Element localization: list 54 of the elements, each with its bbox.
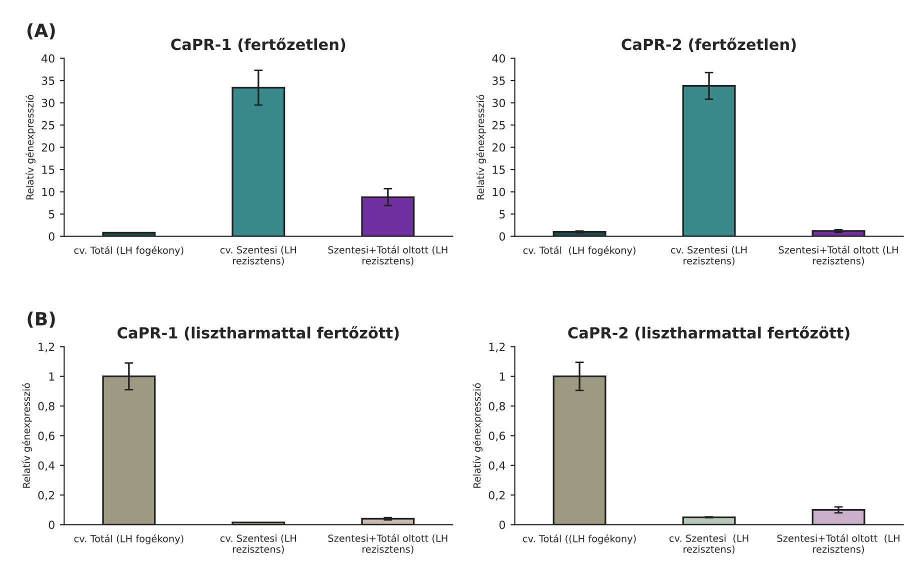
y-tick-label: 25: [42, 121, 54, 130]
y-tick-label: 30: [492, 98, 506, 108]
y-tick-label: 35: [492, 76, 505, 85]
y-tick-label: 1: [49, 372, 54, 381]
x-tick-label: cv. Szentesi (LH rezisztens): [669, 534, 748, 554]
y-tick-label: 0,4: [488, 461, 506, 471]
chart-title: CaPR-1 (lisztharmattal fertőzött): [118, 326, 399, 340]
x-tick-label: Szentesi+Totál oltott (LH rezisztens): [778, 246, 898, 266]
text: (B): [28, 312, 55, 328]
y-tick-label: 25: [492, 121, 505, 130]
y-tick-label: 15: [42, 166, 54, 174]
y-tick-label: 30: [42, 98, 54, 108]
chart-title: CaPR-2 (lisztharmattal fertőzött): [568, 326, 850, 340]
y-axis-title: Relatív génexpresszió: [476, 94, 486, 200]
x-tick-label: Szentesi+Totál oltott (LH rezisztens): [777, 534, 900, 554]
y-tick-label: 5: [500, 210, 505, 218]
y-tick-label: 0,2: [488, 491, 505, 501]
y-tick-label: 0,2: [38, 491, 54, 501]
y-tick-label: 0: [499, 520, 506, 530]
y-tick-label: 20: [42, 143, 54, 152]
y-tick-label: 40: [492, 54, 506, 63]
y-tick-label: 0,6: [38, 432, 54, 442]
y-axis-title: Relatív génexpresszió: [26, 94, 36, 200]
y-tick-label: 40: [42, 54, 54, 63]
y-tick-label: 1,2: [489, 342, 505, 352]
y-tick-label: 0,4: [38, 461, 55, 471]
y-tick-label: 0,6: [488, 432, 506, 442]
y-tick-label: 1,2: [38, 342, 54, 352]
chart-title: CaPR-1 (fertőzetlen): [171, 38, 346, 52]
y-axis-title: Relatív génexpresszió: [472, 383, 483, 488]
x-tick-label: cv. Szentesi (LH rezisztens): [671, 246, 747, 266]
y-tick-label: 10: [42, 188, 54, 196]
y-tick-label: 20: [492, 143, 506, 152]
x-tick-label: cv. Totál (LH fogékony): [74, 246, 184, 256]
x-tick-label: cv. Totál (LH fogékony): [523, 246, 636, 256]
x-tick-label: Szentesi+Totál oltott (LH rezisztens): [328, 534, 448, 554]
y-axis-title: Relatív génexpresszió: [22, 383, 32, 488]
y-tick-label: 10: [492, 188, 506, 196]
y-tick-label: 0,8: [488, 402, 506, 412]
y-tick-label: 0: [48, 232, 54, 241]
y-tick-label: 0: [499, 232, 506, 241]
x-tick-label: cv. Totál (LH fogékony): [74, 534, 184, 544]
y-tick-label: 15: [492, 166, 505, 174]
x-tick-label: cv. Szentesi (LH rezisztens): [220, 534, 296, 554]
text: (A): [27, 23, 55, 40]
y-tick-label: 0,8: [38, 402, 54, 412]
y-tick-label: 35: [42, 76, 54, 85]
chart-title: CaPR-2 (fertőzetlen): [622, 38, 796, 52]
y-tick-label: 0: [48, 520, 54, 530]
x-tick-label: Szentesi+Totál oltott (LH rezisztens): [328, 246, 448, 266]
y-tick-label: 5: [48, 210, 54, 218]
x-tick-label: cv. Totál ((LH fogékony): [522, 534, 636, 544]
x-tick-label: cv. Szentesi (LH rezisztens): [220, 246, 296, 266]
y-tick-label: 1: [500, 372, 505, 381]
